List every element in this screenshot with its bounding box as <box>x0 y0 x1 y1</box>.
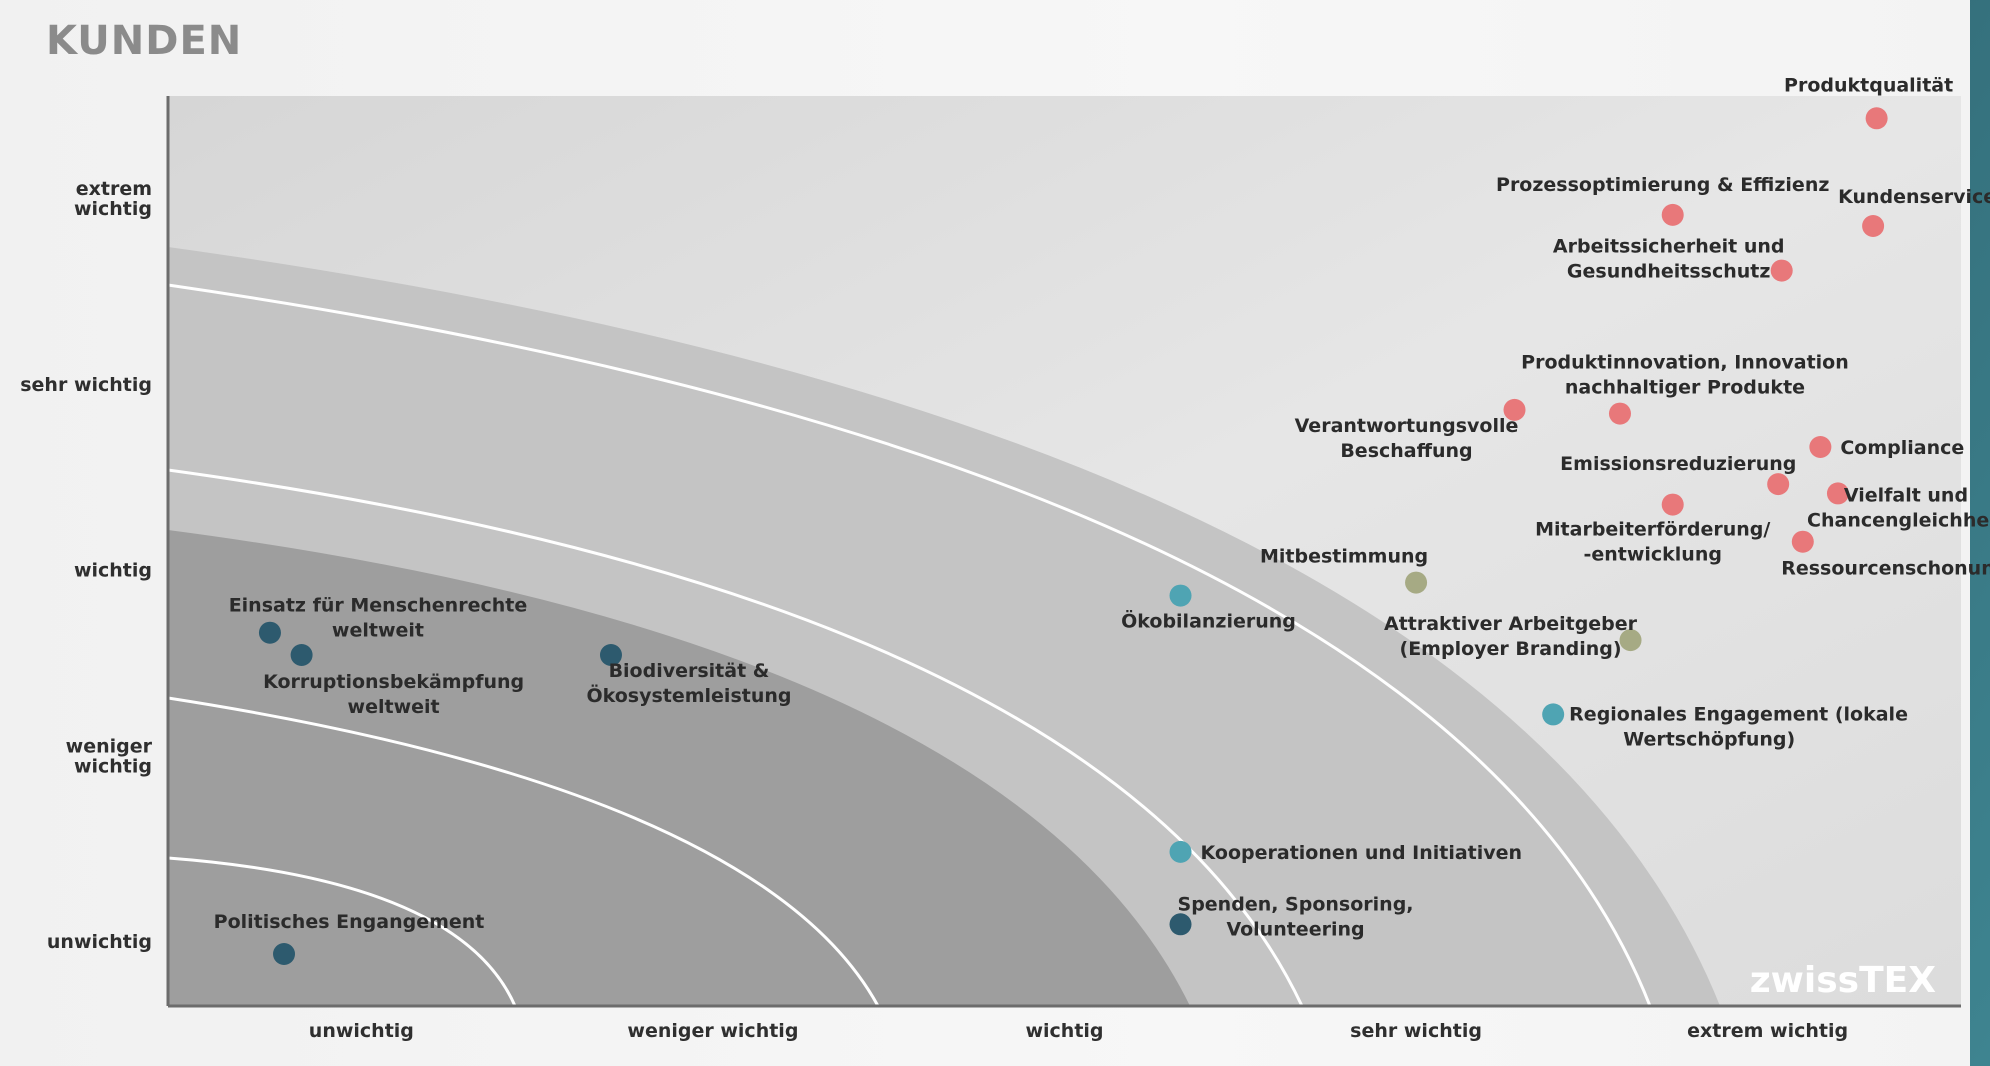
point-label: Vielfalt und Chancengleichheit <box>1807 484 1990 531</box>
x-tick-labels: unwichtig weniger wichtig wichtig sehr wich… <box>309 1020 1848 1042</box>
point-marker <box>1862 215 1885 237</box>
point-marker <box>1169 584 1192 607</box>
point-label: Korruptionsbekämpfung weltweit <box>263 671 524 718</box>
page-title: KUNDEN <box>46 18 243 64</box>
data-point: Korruptionsbekämpfung weltweit <box>263 644 524 718</box>
point-label: Emissionsreduzierung <box>1560 453 1796 475</box>
data-points: Produktqualität Prozessoptimierung & Effi… <box>214 74 1990 965</box>
data-point: Produktinnovation, Innovation nachhaltige… <box>1521 352 1849 425</box>
data-point: Emissionsreduzierung <box>1560 453 1796 496</box>
point-marker <box>1767 473 1790 496</box>
data-point: Regionales Engagement (lokale Wertschöpfu… <box>1542 703 1908 750</box>
y-tick-labels: unwichtig weniger wichtig wichtig sehr wicht… <box>20 178 152 953</box>
point-marker <box>1661 203 1684 226</box>
point-marker <box>1619 629 1642 652</box>
y-tick-label: sehr wichtig <box>20 374 152 396</box>
point-marker <box>273 943 296 965</box>
data-point: Arbeitssicherheit und Gesundheitsschutz <box>1553 236 1793 283</box>
point-label: Kundenservice <box>1838 186 1990 208</box>
data-point: Mitbestimmung <box>1260 546 1428 594</box>
data-point: Prozessoptimierung & Effizienz <box>1496 174 1829 226</box>
data-point: Kooperationen und Initiativen <box>1169 840 1523 864</box>
x-tick-label: wichtig <box>1025 1020 1103 1042</box>
point-label: Biodiversität & Ökosystemleistung <box>586 660 791 707</box>
point-marker <box>1169 913 1192 936</box>
brand-logo: zwissTEX <box>1750 960 1937 1001</box>
point-marker <box>1826 482 1849 505</box>
point-label: Arbeitssicherheit und Gesundheitsschutz <box>1553 236 1785 283</box>
data-point: Ressourcenschonung <box>1781 530 1990 580</box>
point-marker <box>1608 402 1631 425</box>
point-label: Ökobilanzierung <box>1121 609 1296 633</box>
data-point: Spenden, Sponsoring, Volunteering <box>1169 893 1414 940</box>
data-point: Verantwortungsvolle Beschaffung <box>1295 398 1526 462</box>
point-label: Compliance <box>1840 437 1964 459</box>
point-marker <box>290 644 313 666</box>
point-label: Regionales Engagement (lokale Wertschöpfu… <box>1569 703 1908 750</box>
y-tick-label: weniger wichtig <box>66 735 153 777</box>
point-label: Spenden, Sponsoring, Volunteering <box>1178 893 1414 940</box>
data-point: Kundenservice <box>1838 186 1990 237</box>
data-point: Ökobilanzierung <box>1121 584 1296 633</box>
y-tick-label: extrem wichtig <box>74 178 152 220</box>
point-label: Politisches Engangement <box>214 911 485 933</box>
x-tick-label: weniger wichtig <box>627 1020 798 1042</box>
point-label: Prozessoptimierung & Effizienz <box>1496 174 1829 196</box>
point-label: Ressourcenschonung <box>1781 558 1990 580</box>
zone-line-3 <box>168 696 880 1006</box>
x-tick-label: unwichtig <box>309 1020 414 1042</box>
x-tick-label: sehr wichtig <box>1350 1020 1482 1042</box>
point-label: Einsatz für Menschenrechte weltweit <box>229 595 528 642</box>
point-marker <box>1503 398 1526 421</box>
zone-line-2 <box>168 468 1304 1006</box>
point-marker <box>258 621 281 644</box>
data-point: Mitarbeiterförderung/-entwicklung <box>1535 493 1770 566</box>
x-tick-label: extrem wichtig <box>1687 1020 1848 1042</box>
point-label: Mitbestimmung <box>1260 546 1428 568</box>
point-marker <box>1542 703 1565 726</box>
data-point: Produktqualität <box>1784 74 1953 130</box>
point-label: Produktinnovation, Innovation nachhaltige… <box>1521 352 1849 399</box>
point-marker <box>1865 107 1888 130</box>
zone-band-inner <box>168 530 1190 1006</box>
point-marker <box>1791 530 1814 553</box>
zone-line-1 <box>168 283 1652 1006</box>
point-label: Attraktiver Arbeitgeber (Employer Brandin… <box>1384 613 1638 660</box>
data-point: Compliance <box>1809 436 1964 459</box>
data-point: Vielfalt und Chancengleichheit <box>1807 482 1990 531</box>
zone-line-4 <box>168 856 517 1006</box>
point-marker <box>1770 259 1793 282</box>
y-tick-label: wichtig <box>74 560 152 582</box>
data-point: Biodiversität & Ökosystemleistung <box>586 644 792 707</box>
point-label: Verantwortungsvolle Beschaffung <box>1295 415 1519 462</box>
point-marker <box>599 644 622 666</box>
data-point: Attraktiver Arbeitgeber (Employer Brandin… <box>1384 613 1642 660</box>
data-point: Politisches Engangement <box>214 911 485 965</box>
data-point: Einsatz für Menschenrechte weltweit <box>229 595 528 644</box>
point-label: Produktqualität <box>1784 74 1953 96</box>
point-marker <box>1405 571 1428 594</box>
point-label: Mitarbeiterförderung/-entwicklung <box>1535 519 1770 566</box>
point-label: Kooperationen und Initiativen <box>1201 842 1523 864</box>
y-tick-label: unwichtig <box>47 931 152 953</box>
point-marker <box>1661 493 1684 516</box>
importance-zones <box>168 247 1720 1006</box>
point-marker <box>1169 840 1192 863</box>
point-marker <box>1809 436 1832 458</box>
